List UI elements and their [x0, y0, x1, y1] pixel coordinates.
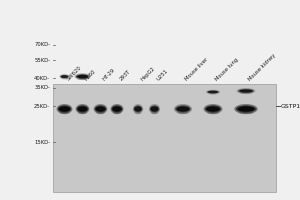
Bar	[52, 84, 276, 192]
Text: GSTP1: GSTP1	[280, 104, 300, 108]
Ellipse shape	[75, 73, 90, 80]
Ellipse shape	[205, 105, 221, 113]
Ellipse shape	[76, 74, 89, 79]
Ellipse shape	[206, 106, 220, 112]
Ellipse shape	[178, 111, 188, 114]
Text: HL60: HL60	[84, 69, 97, 82]
Ellipse shape	[240, 92, 252, 94]
Ellipse shape	[234, 104, 258, 114]
Ellipse shape	[94, 104, 107, 114]
Text: 15KD-: 15KD-	[34, 140, 50, 144]
Text: 55KD-: 55KD-	[34, 58, 50, 62]
Ellipse shape	[110, 104, 124, 114]
Ellipse shape	[57, 104, 72, 114]
Text: Mouse liver: Mouse liver	[184, 57, 209, 82]
Ellipse shape	[207, 111, 219, 114]
Ellipse shape	[61, 75, 68, 78]
Ellipse shape	[151, 111, 158, 114]
Ellipse shape	[59, 74, 70, 79]
Ellipse shape	[208, 91, 218, 93]
Ellipse shape	[174, 104, 192, 114]
Ellipse shape	[58, 106, 70, 112]
Ellipse shape	[175, 105, 191, 113]
Ellipse shape	[113, 111, 121, 114]
Ellipse shape	[76, 104, 89, 114]
Ellipse shape	[208, 93, 217, 95]
Ellipse shape	[61, 78, 68, 79]
Ellipse shape	[78, 111, 87, 114]
Text: 293T: 293T	[118, 69, 131, 82]
Ellipse shape	[149, 104, 160, 114]
Ellipse shape	[207, 90, 219, 94]
Ellipse shape	[134, 106, 142, 112]
Ellipse shape	[76, 105, 88, 113]
Text: SW620: SW620	[66, 65, 83, 82]
Ellipse shape	[236, 105, 256, 113]
Ellipse shape	[78, 78, 87, 80]
Ellipse shape	[111, 105, 123, 113]
Text: 35KD-: 35KD-	[34, 85, 50, 90]
Text: HepG2: HepG2	[140, 66, 156, 82]
Ellipse shape	[176, 106, 190, 112]
Ellipse shape	[203, 104, 223, 114]
Ellipse shape	[236, 88, 256, 94]
Text: 25KD-: 25KD-	[34, 104, 50, 108]
Ellipse shape	[76, 75, 88, 78]
Ellipse shape	[60, 111, 69, 114]
Text: Mouse lung: Mouse lung	[214, 57, 239, 82]
Ellipse shape	[239, 111, 253, 114]
Ellipse shape	[237, 106, 255, 112]
Ellipse shape	[150, 105, 159, 113]
Ellipse shape	[96, 111, 105, 114]
Ellipse shape	[112, 106, 122, 112]
Ellipse shape	[135, 111, 141, 114]
Ellipse shape	[60, 75, 69, 79]
Ellipse shape	[77, 106, 88, 112]
Ellipse shape	[206, 90, 220, 94]
Text: Mouse kidney: Mouse kidney	[248, 53, 277, 82]
Ellipse shape	[238, 89, 254, 93]
Text: 40KD-: 40KD-	[34, 75, 50, 80]
Ellipse shape	[94, 105, 106, 113]
Ellipse shape	[95, 106, 106, 112]
Ellipse shape	[239, 89, 253, 93]
Ellipse shape	[133, 104, 143, 114]
Ellipse shape	[58, 105, 71, 113]
Text: HT-29: HT-29	[102, 68, 116, 82]
Ellipse shape	[134, 105, 142, 113]
Text: U251: U251	[156, 69, 169, 82]
Text: 70KD-: 70KD-	[34, 43, 50, 47]
Ellipse shape	[150, 106, 159, 112]
